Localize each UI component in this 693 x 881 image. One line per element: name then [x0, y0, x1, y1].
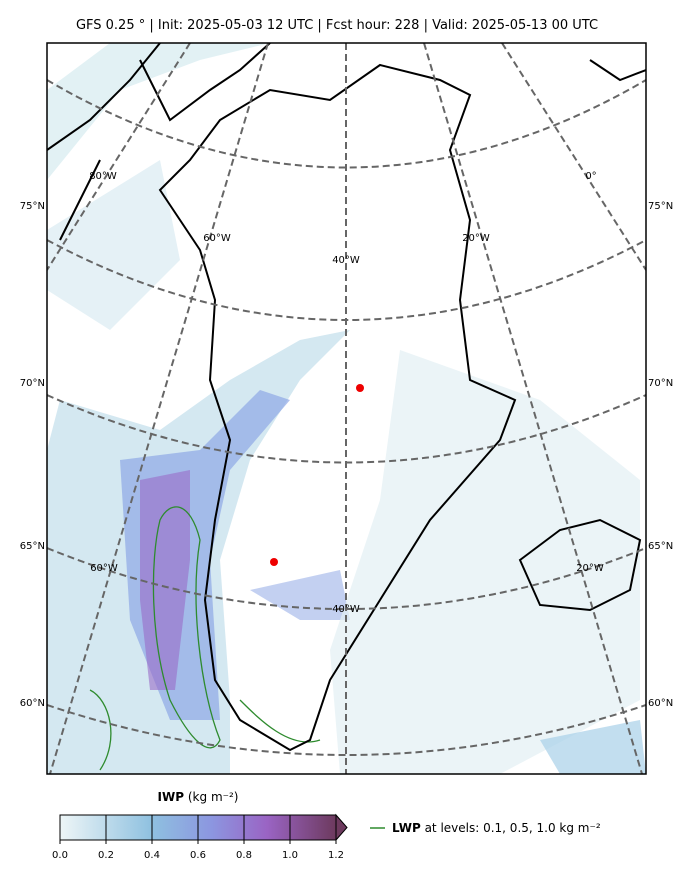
colorbar-tick-label: 0.2: [98, 850, 114, 861]
lon-label: 40°W: [332, 604, 360, 615]
lon-label: 80°W: [89, 171, 117, 182]
colorbar-tick-label: 1.2: [328, 850, 344, 861]
lat-label: 60°N: [648, 698, 673, 709]
colorbar-tick-label: 0.6: [190, 850, 206, 861]
lat-label: 75°N: [648, 201, 673, 212]
colorbar-title: IWP (kg m⁻²): [158, 790, 239, 804]
colorbar-tick-label: 0.8: [236, 850, 252, 861]
lat-label: 65°N: [20, 541, 45, 552]
map: [47, 43, 646, 774]
colorbar-tick-label: 0.0: [52, 850, 68, 861]
title: GFS 0.25 ° | Init: 2025-05-03 12 UTC | F…: [76, 18, 598, 33]
lat-label: 60°N: [20, 698, 45, 709]
lat-label: 75°N: [20, 201, 45, 212]
colorbar-tick-label: 1.0: [282, 850, 298, 861]
lat-label: 65°N: [648, 541, 673, 552]
lon-label: 60°W: [90, 563, 118, 574]
lon-label: 60°W: [203, 233, 231, 244]
legend: LWP at levels: 0.1, 0.5, 1.0 kg m⁻²: [392, 821, 601, 835]
lat-label: 70°N: [648, 378, 673, 389]
lon-label: 20°W: [576, 563, 604, 574]
lon-label: 40°W: [332, 255, 360, 266]
lon-label: 0°: [585, 171, 596, 182]
lat-label: 70°N: [20, 378, 45, 389]
colorbar-tick-label: 0.4: [144, 850, 160, 861]
lon-label: 20°W: [462, 233, 490, 244]
